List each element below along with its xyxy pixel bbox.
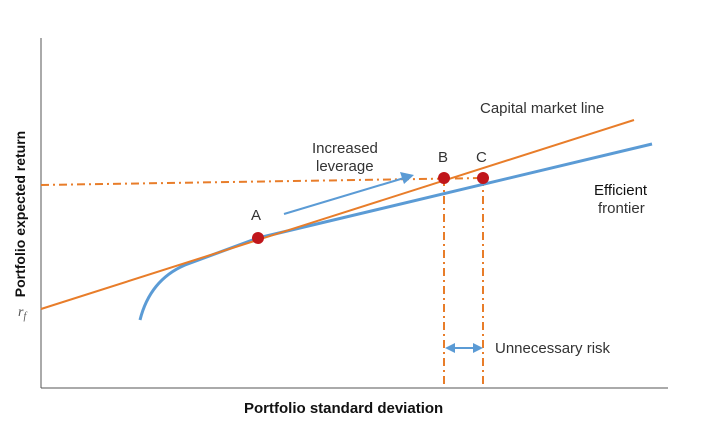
point-c-label: C (476, 149, 487, 166)
capital-market-line-label: Capital market line (480, 100, 605, 117)
return-level-dashdot-line (40, 177, 484, 186)
increased-leverage-label-line1: Increased (312, 140, 378, 157)
point-c-marker (477, 172, 489, 184)
point-a-label: A (251, 207, 262, 224)
point-b-label: B (438, 149, 449, 166)
point-b-marker (438, 172, 450, 184)
efficient-frontier-label-line1: Efficient (594, 182, 648, 199)
increased-leverage-label-line2: leverage (316, 158, 374, 175)
rf-label: rf (18, 305, 27, 322)
efficient-frontier-label-line2: frontier (598, 200, 645, 217)
leverage-arrow (283, 177, 405, 215)
unnecessary-risk-label: Unnecessary risk (495, 340, 611, 357)
leverage-arrowhead (400, 172, 414, 184)
y-axis-label: Portfolio expected return (12, 131, 28, 297)
efficient-frontier-curve (138, 142, 653, 321)
point-a-marker (252, 232, 264, 244)
x-axis-label: Portfolio standard deviation (244, 400, 444, 417)
unnecessary-risk-arrowhead-right (473, 343, 483, 353)
unnecessary-risk-arrowhead-left (445, 343, 455, 353)
capital-market-line (40, 119, 635, 310)
